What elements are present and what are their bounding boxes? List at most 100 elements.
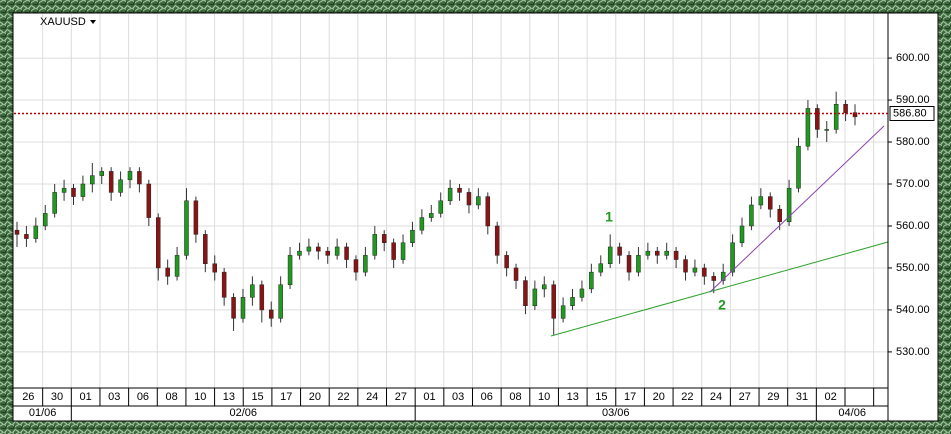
x-tick-label: 08 [509, 391, 521, 403]
candle-body [410, 229, 415, 244]
candle-body [212, 263, 217, 273]
candle-body [193, 200, 199, 235]
candle-body [80, 183, 86, 197]
candle-body [843, 103, 848, 113]
last-price-box [889, 105, 935, 121]
y-tick-label: 580.00 [896, 136, 930, 148]
y-tick-label: 600.00 [896, 52, 930, 64]
candle-body [815, 108, 820, 130]
candle-body [457, 187, 462, 193]
candle-body [268, 309, 274, 319]
y-tick-label: 570.00 [896, 178, 930, 190]
candle-body [137, 171, 142, 185]
candle-body [372, 234, 378, 256]
candle-body [52, 192, 57, 214]
month-label: 01/06 [29, 407, 57, 419]
candle-body [645, 250, 651, 256]
candle-body [494, 225, 500, 256]
candle-body [400, 242, 406, 260]
y-tick-label: 560.00 [896, 220, 930, 232]
candle-body [344, 246, 349, 260]
candle-body [673, 250, 679, 260]
x-tick-label: 22 [681, 391, 693, 403]
candle-body [711, 276, 717, 281]
candle-body [570, 297, 575, 306]
candle-body [24, 234, 29, 239]
annotation: 1 [605, 209, 613, 225]
dropdown-icon[interactable] [90, 20, 96, 24]
x-tick-label: 13 [223, 391, 235, 403]
x-tick-label: 20 [653, 391, 665, 403]
candle-body [419, 217, 425, 231]
candle-body [485, 196, 491, 227]
chart-area [12, 12, 939, 422]
candle-body [155, 217, 161, 269]
candle-body [739, 225, 745, 244]
candle-body [777, 208, 782, 223]
annotation: 2 [718, 297, 726, 313]
x-tick-label: 26 [22, 391, 34, 403]
candle-body [33, 225, 39, 239]
candle-body [758, 196, 764, 206]
candle-body [42, 213, 48, 227]
candle-body [532, 288, 538, 306]
candle-body [14, 229, 20, 235]
candle-body [833, 103, 839, 130]
x-tick-label: 10 [194, 391, 206, 403]
candle-body [90, 175, 95, 185]
y-tick-label: 540.00 [896, 304, 930, 316]
candle-body [702, 267, 707, 277]
chart-title: XAUUSD [40, 16, 86, 28]
x-tick-label: 24 [366, 391, 378, 403]
trend-line [550, 241, 889, 337]
candle-body [655, 250, 660, 256]
candle-body [626, 255, 632, 273]
candle-body [466, 192, 472, 206]
y-tick-label: 550.00 [896, 262, 930, 274]
candle-body [306, 246, 312, 252]
candle-body [683, 259, 688, 273]
candle-body [447, 187, 453, 202]
x-tick-label: 15 [251, 391, 263, 403]
candle-body [476, 196, 481, 206]
candle-body [287, 255, 293, 285]
x-tick-label: 08 [165, 391, 177, 403]
x-tick-label: 31 [796, 391, 808, 403]
candle-body [250, 284, 255, 298]
x-tick-label: 01 [423, 391, 435, 403]
candle-body [259, 284, 265, 311]
candle-body [692, 267, 698, 273]
candle-body [174, 255, 180, 277]
x-tick-label: 24 [710, 391, 722, 403]
candle-body [589, 271, 594, 290]
candle-body [353, 259, 359, 273]
x-tick-label: 29 [767, 391, 779, 403]
candle-body [664, 250, 669, 256]
x-tick-label: 17 [624, 391, 636, 403]
candle-body [184, 200, 189, 256]
candle-body [118, 179, 123, 193]
x-tick-label: 06 [481, 391, 493, 403]
candle-body [504, 255, 509, 269]
candle-body [513, 267, 519, 281]
candle-body [71, 187, 76, 197]
x-tick-label: 30 [51, 391, 63, 403]
x-tick-label: 17 [280, 391, 292, 403]
candle-body [796, 145, 801, 189]
candle-body [786, 187, 792, 223]
candle-body [560, 305, 566, 319]
candle-body [231, 297, 236, 319]
candle-body [334, 246, 340, 256]
x-tick-label: 10 [538, 391, 550, 403]
candle-body [381, 234, 387, 244]
trend-line [709, 125, 885, 293]
candle-body [146, 183, 152, 218]
candle-body [768, 196, 773, 210]
candle-body [99, 171, 104, 176]
month-label: 03/06 [602, 407, 630, 419]
candle-body [203, 234, 208, 265]
candle-body [61, 187, 67, 193]
candle-body [617, 246, 622, 256]
